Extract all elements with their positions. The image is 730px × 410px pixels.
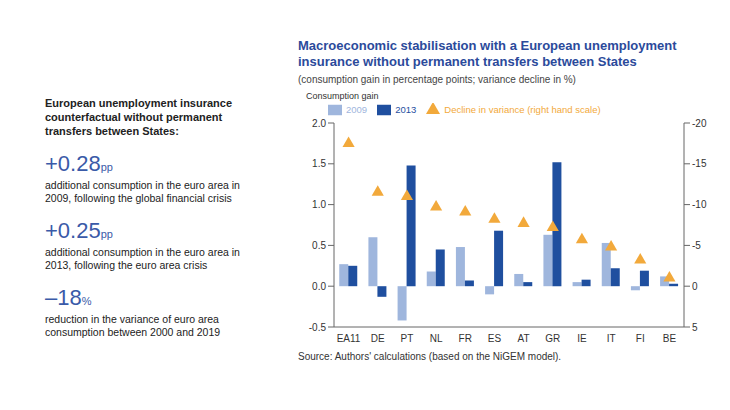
html-text:Macroeconomic stabilisation wi: Macroeconomic stabilisation with a Europ…: [298, 38, 677, 69]
html-text:Consumption gain: Consumption gain: [306, 91, 379, 101]
html-text:additional consumption in the: additional consumption in the euro area …: [45, 179, 240, 204]
svg-text:NL: NL: [430, 333, 443, 344]
svg-text:0.0: 0.0: [312, 281, 326, 292]
svg-text:0: 0: [692, 281, 698, 292]
html-text:+0.28: +0.28: [45, 151, 101, 176]
html-text:(consumption gain in percentag: (consumption gain in percentage points; …: [298, 74, 576, 85]
svg-text:ES: ES: [488, 333, 502, 344]
svg-text:BE: BE: [663, 333, 677, 344]
svg-text:-5: -5: [692, 240, 701, 251]
html-text:+0.25: +0.25: [45, 218, 101, 243]
svg-text:2.0: 2.0: [312, 118, 326, 129]
svg-text:IE: IE: [577, 333, 587, 344]
html-text:–18: –18: [45, 285, 82, 310]
svg-text:GR: GR: [545, 333, 560, 344]
svg-text:FI: FI: [636, 333, 645, 344]
svg-text:EA11: EA11: [337, 333, 361, 344]
html-text:reduction in the variance of e: reduction in the variance of euro area c…: [45, 313, 221, 338]
svg-text:-10: -10: [692, 199, 707, 210]
svg-text:PT: PT: [401, 333, 414, 344]
svg-text:-0.5: -0.5: [309, 322, 327, 333]
html-text:pp: pp: [100, 228, 113, 240]
html-text:additional consumption in the: additional consumption in the euro area …: [45, 246, 240, 271]
svg-text:1.0: 1.0: [312, 199, 326, 210]
html-text:pp: pp: [100, 161, 113, 173]
html-text:Source: Authors' calculations: Source: Authors' calculations (based on …: [298, 351, 562, 362]
svg-text:FR: FR: [459, 333, 472, 344]
svg-text:5: 5: [692, 322, 698, 333]
html-text:European unemployment insuranc: European unemployment insurance counterf…: [45, 97, 232, 137]
svg-text:0.5: 0.5: [312, 240, 326, 251]
html-text:2013: 2013: [395, 103, 417, 115]
svg-text:AT: AT: [518, 333, 530, 344]
svg-text:IT: IT: [607, 333, 616, 344]
svg-text:-20: -20: [692, 118, 707, 129]
html-text:Decline in variance (right han: Decline in variance (right hand scale): [444, 103, 601, 115]
html-text:2009: 2009: [346, 103, 368, 115]
svg-text:1.5: 1.5: [312, 158, 326, 169]
svg-text:DE: DE: [371, 333, 385, 344]
svg-text:-15: -15: [692, 158, 707, 169]
